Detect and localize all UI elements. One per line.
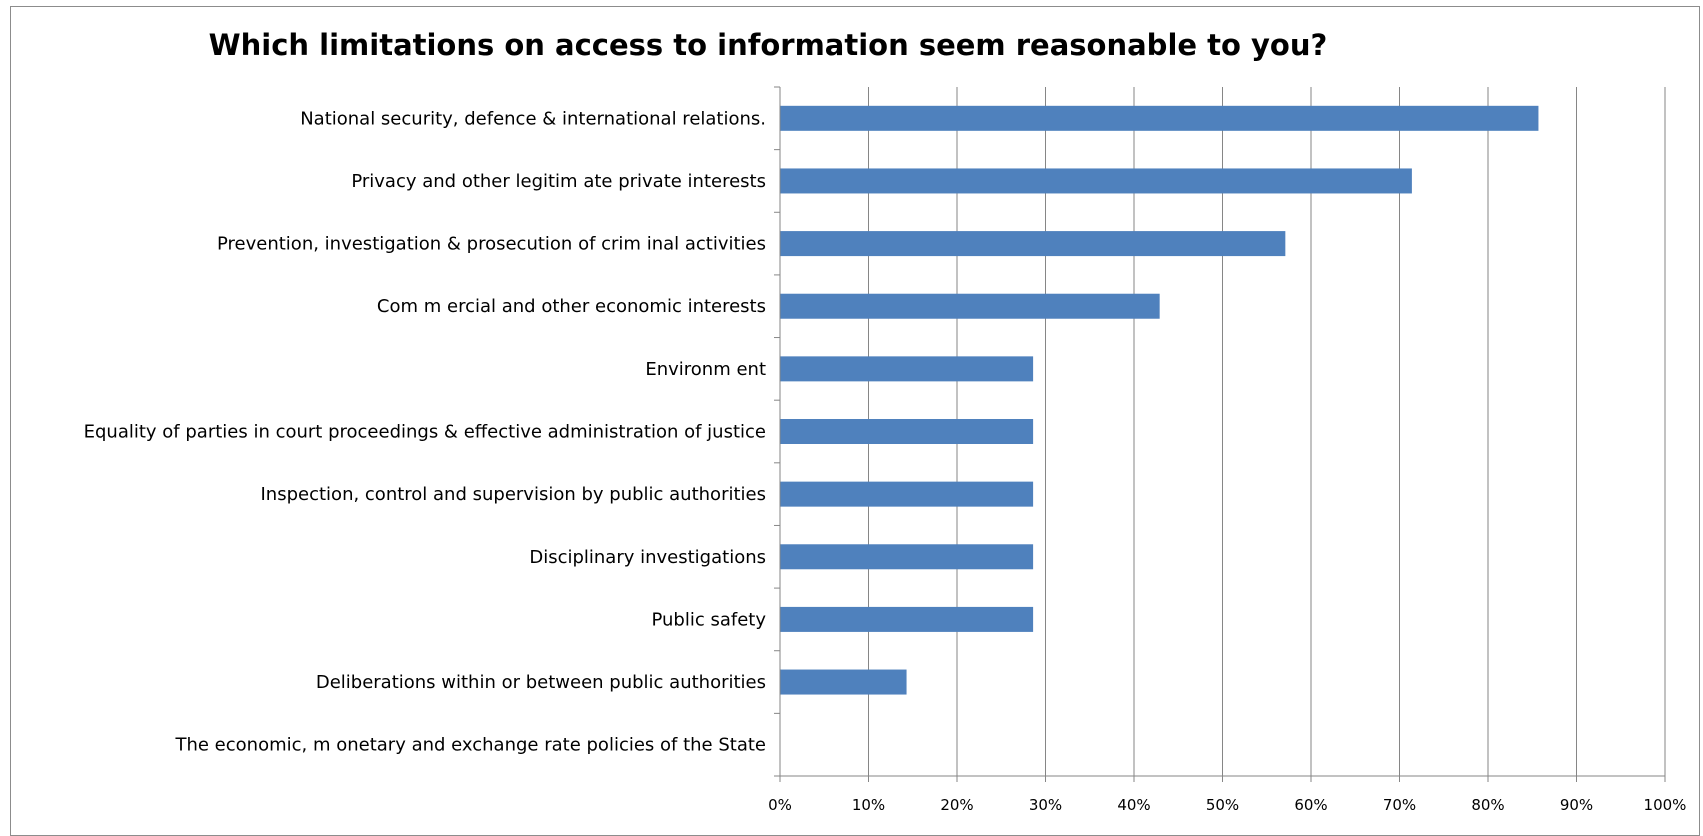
x-tick-label: 40% bbox=[1117, 796, 1150, 814]
bar bbox=[780, 356, 1034, 382]
category-label: Privacy and other legitim ate private in… bbox=[351, 171, 766, 192]
x-tick-label: 80% bbox=[1471, 796, 1504, 814]
x-tick-label: 30% bbox=[1029, 796, 1062, 814]
bars bbox=[780, 105, 1539, 695]
x-tick-label: 50% bbox=[1206, 796, 1239, 814]
category-labels: National security, defence & internation… bbox=[84, 108, 767, 755]
x-tick-label: 100% bbox=[1644, 796, 1687, 814]
x-tick-labels: 0% 10% 20% 30% 40% 50% 60% 70% 80% 90% 100% bbox=[768, 796, 1686, 814]
x-tick-label: 70% bbox=[1383, 796, 1416, 814]
chart-title: Which limitations on access to informati… bbox=[208, 28, 1328, 62]
bar bbox=[780, 481, 1034, 507]
category-label: Public safety bbox=[651, 609, 766, 630]
category-label: Prevention, investigation & prosecution … bbox=[217, 234, 766, 255]
bar bbox=[780, 293, 1160, 319]
bar bbox=[780, 669, 907, 695]
category-label: Com m ercial and other economic interest… bbox=[377, 296, 766, 317]
category-label: National security, defence & internation… bbox=[300, 108, 766, 129]
x-tick-label: 60% bbox=[1294, 796, 1327, 814]
bar bbox=[780, 168, 1412, 194]
bar bbox=[780, 606, 1034, 632]
category-label: Equality of parties in court proceedings… bbox=[84, 422, 766, 443]
bar bbox=[780, 231, 1286, 257]
bar bbox=[780, 105, 1539, 131]
category-label: Inspection, control and supervision by p… bbox=[261, 484, 767, 505]
category-label: Disciplinary investigations bbox=[529, 547, 766, 568]
x-tick-label: 20% bbox=[940, 796, 973, 814]
category-label: Deliberations within or between public a… bbox=[316, 672, 766, 693]
x-tick-label: 0% bbox=[768, 796, 792, 814]
category-label: The economic, m onetary and exchange rat… bbox=[174, 735, 766, 756]
x-tick-label: 10% bbox=[852, 796, 885, 814]
category-label: Environm ent bbox=[645, 359, 766, 380]
gridlines bbox=[868, 87, 1666, 776]
bar bbox=[780, 419, 1034, 444]
x-tick-label: 90% bbox=[1560, 796, 1593, 814]
bar bbox=[780, 544, 1034, 570]
axes bbox=[774, 86, 1666, 782]
